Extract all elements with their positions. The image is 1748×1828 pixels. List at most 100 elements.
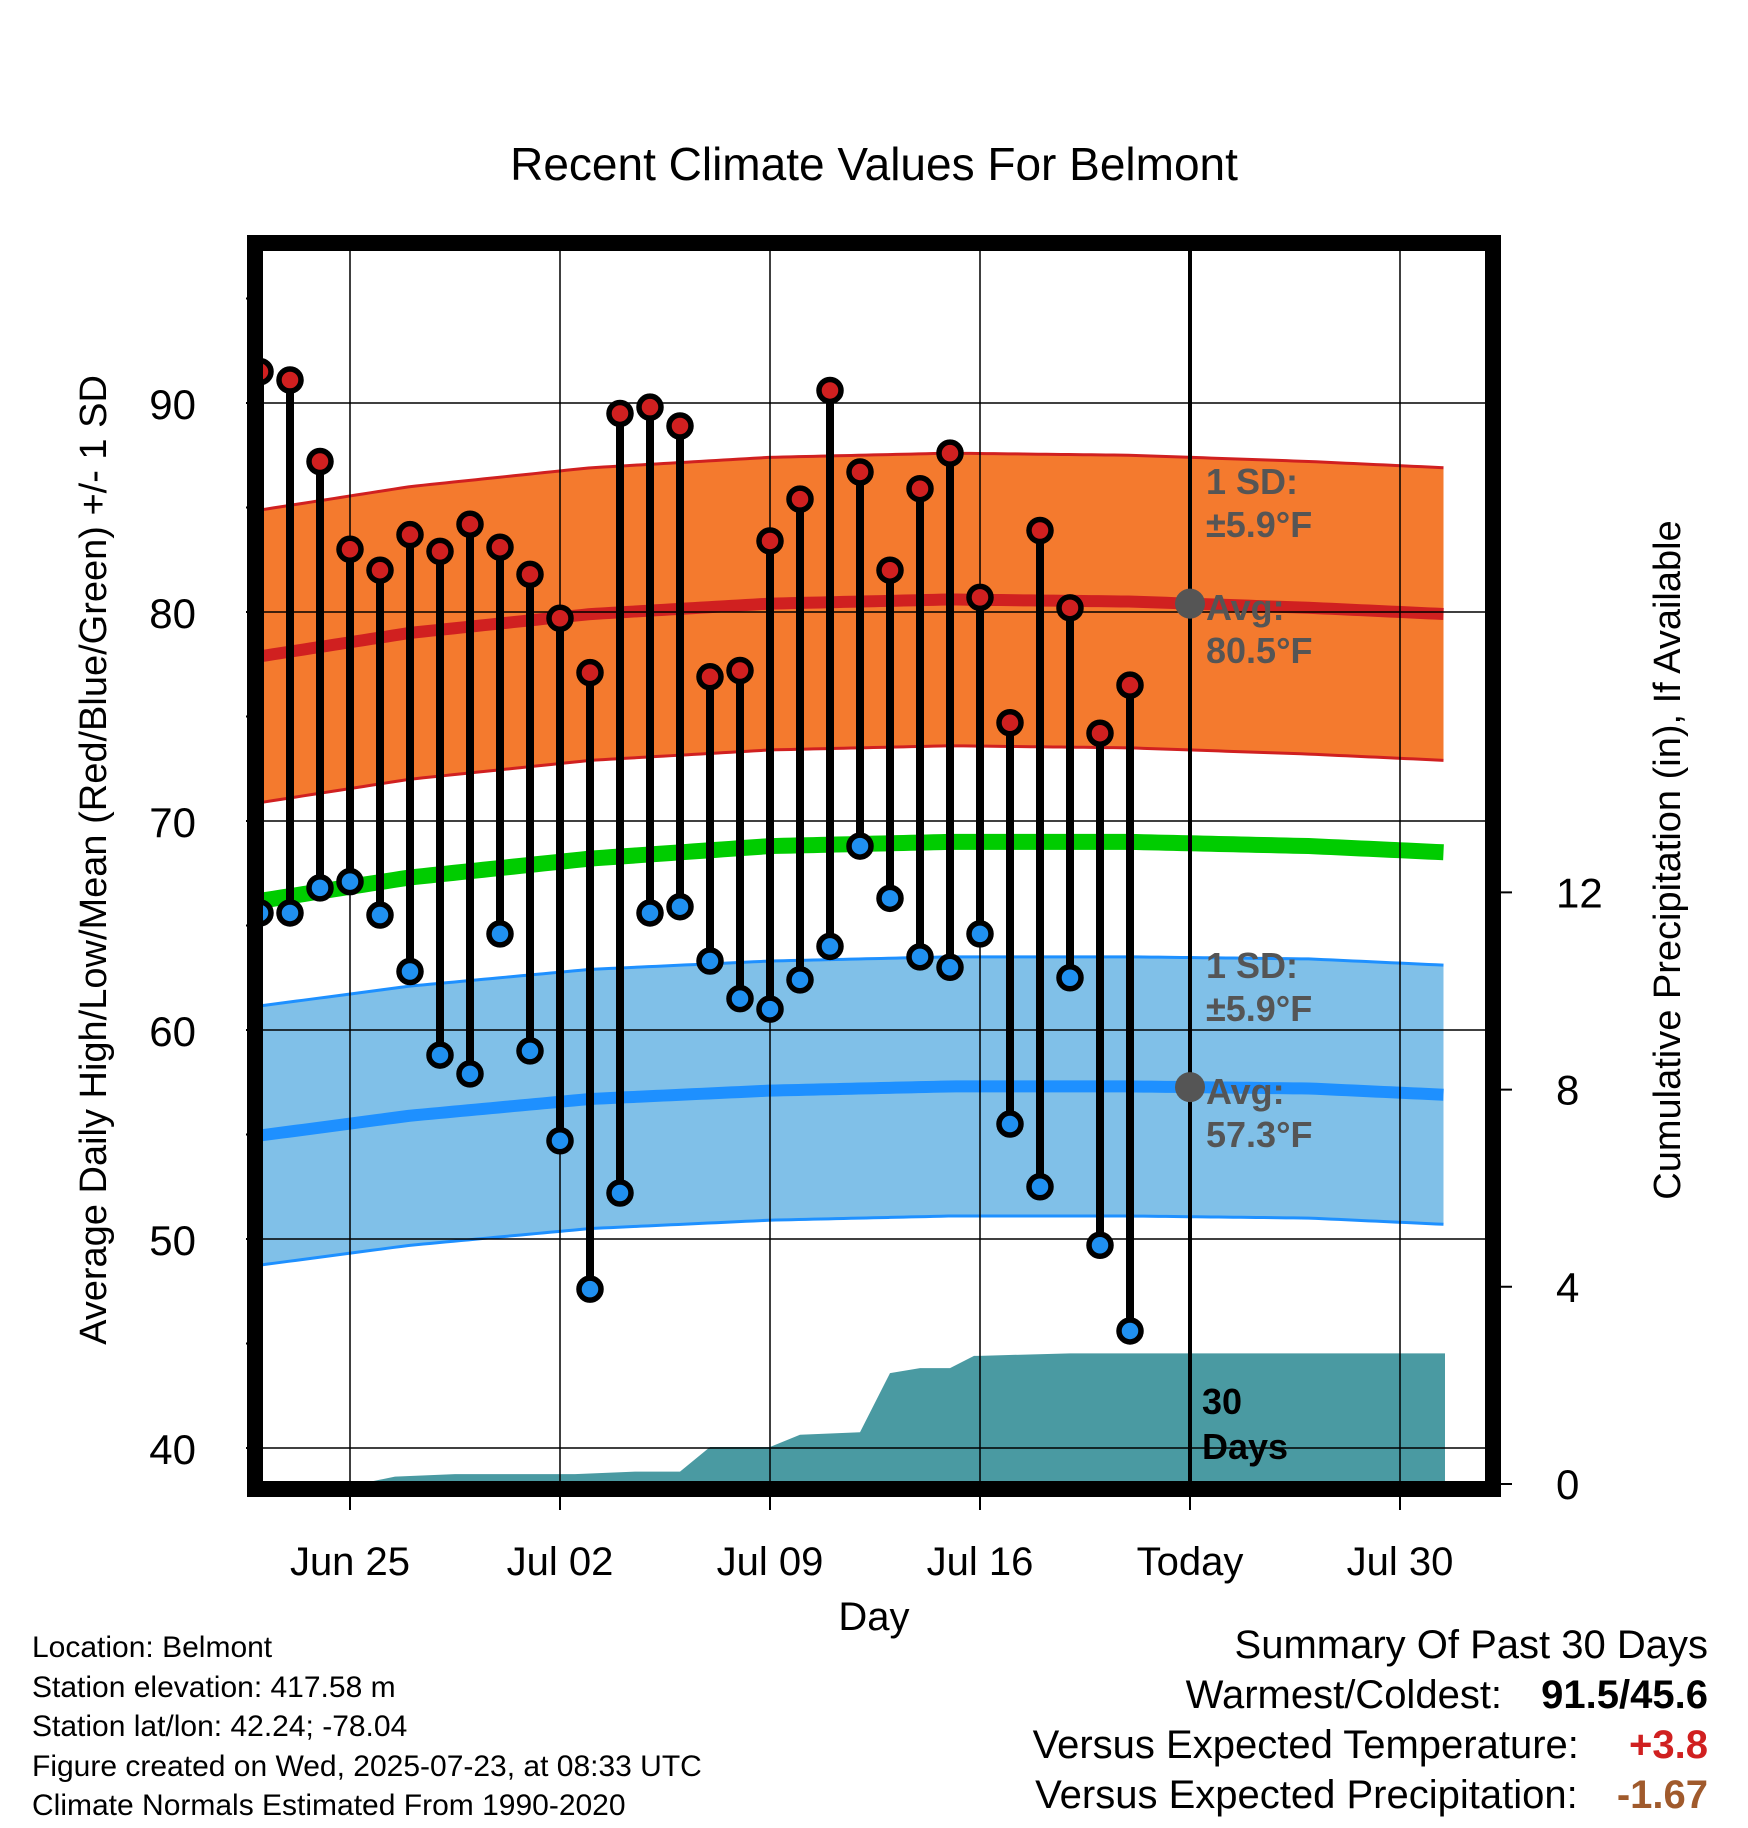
y-left-tick-label: 60 [149,1008,196,1055]
daily-low-point [1026,1173,1054,1201]
temp-anomaly-label: Versus Expected Temperature: [1032,1723,1579,1767]
location-text: Location: Belmont [32,1631,273,1664]
y-right-tick-label: 8 [1556,1067,1579,1114]
daily-high-point [1116,671,1144,699]
y-left-tick-label: 50 [149,1217,196,1264]
daily-high-point [666,412,694,440]
daily-low-point [456,1060,484,1088]
chart-title: Recent Climate Values For Belmont [510,138,1238,190]
daily-high-point [1056,594,1084,622]
summary-title: Summary Of Past 30 Days [1234,1623,1708,1667]
y-left-tick-label: 70 [149,799,196,846]
precip-days-word: Days [1202,1426,1288,1467]
daily-high-point [786,485,814,513]
low-sd-label: 1 SD: [1206,945,1298,986]
daily-high-point [486,533,514,561]
high-sd-band-upper-edge [260,451,1444,512]
high-avg-label: Avg: [1206,587,1285,628]
daily-low-point [1086,1231,1114,1260]
daily-low-point [696,947,724,975]
summary-temp: Versus Expected Temperature: +3.8 [1033,1720,1708,1770]
today-normal-high-marker [1175,588,1205,619]
y-right-tick-label: 12 [1556,869,1603,916]
y-right-tick-label: 4 [1556,1264,1579,1311]
x-tick-label: Jul 02 [507,1540,614,1584]
precip-anomaly-value: -1.67 [1616,1773,1708,1817]
daily-low-point [426,1041,454,1069]
daily-high-point [816,376,844,405]
daily-low-point [276,899,304,927]
summary-panel: Summary Of Past 30 Days Warmest/Coldest:… [1033,1620,1708,1820]
precip-area [260,1353,1445,1484]
low-sd-band-fill [260,956,1444,1266]
daily-high-point [306,447,334,476]
daily-high-point [336,535,364,564]
daily-low-point [636,899,664,927]
daily-low-point [936,953,964,982]
daily-low-point [486,920,514,948]
daily-high-point [606,399,634,428]
x-tick-label: Jul 09 [717,1540,824,1584]
daily-low-point [906,943,934,971]
daily-high-point [546,604,574,633]
daily-high-point [756,527,784,555]
low-avg-label: Avg: [1206,1071,1285,1112]
normal-mean-line [260,833,1444,909]
plot-frame [247,235,1501,1497]
plot-inner [260,248,1488,1484]
low-avg-value: 57.3°F [1206,1114,1312,1155]
daily-low-point [516,1037,544,1065]
y-left-tick-label: 40 [149,1426,196,1473]
x-tick-label: Jul 16 [927,1540,1034,1584]
daily-high-point [996,709,1024,737]
low-sd-value: ±5.9°F [1206,988,1312,1029]
daily-high-point [396,520,424,549]
daily-high-point [276,366,304,394]
daily-high-point [1026,516,1054,545]
y-axis-right-label: Cumulative Precipitation (in), If Availa… [1647,520,1689,1199]
warm-cold-label: Warmest/Coldest: [1185,1673,1503,1717]
created-text: Figure created on Wed, 2025-07-23, at 08… [32,1749,702,1783]
low-sd-band-lower-edge [260,1214,1444,1267]
daily-low-point [666,892,694,921]
daily-low-point [966,920,994,948]
y-right-tick-label: 0 [1556,1461,1579,1508]
high-sd-label: 1 SD: [1206,461,1298,502]
x-axis-label: Day [838,1595,909,1639]
daily-high-point [696,663,724,691]
x-tick-label: Today [1137,1540,1244,1584]
daily-low-point [546,1127,574,1155]
precip-anomaly-label: Versus Expected Precipitation: [1035,1773,1578,1817]
high-avg-value: 80.5°F [1206,630,1312,671]
daily-high-point [636,393,664,421]
daily-low-point [726,984,754,1013]
daily-low-point [756,995,784,1023]
y-left-tick-label: 80 [149,590,196,637]
y-axis-left-label: Average Daily High/Low/Mean (Red/Blue/Gr… [73,375,115,1345]
daily-high-point [726,656,754,685]
normals-text: Climate Normals Estimated From 1990-2020 [32,1789,626,1822]
daily-low-point [816,932,844,961]
daily-high-point [426,537,454,566]
daily-low-point [876,884,904,913]
elevation-text: Station elevation: 417.58 m [32,1670,396,1704]
daily-low-point [336,867,364,896]
daily-low-point [576,1275,604,1303]
temp-anomaly-value: +3.8 [1629,1723,1708,1767]
x-tick-label: Jun 25 [290,1540,410,1584]
high-sd-band-fill [260,453,1444,803]
normal-low-line [260,1080,1444,1142]
y-left-tick-label: 90 [149,381,196,428]
daily-high-point [456,510,484,538]
daily-high-point [366,556,394,584]
daily-high-point [846,458,874,486]
daily-high-point [966,583,994,612]
daily-low-point [306,874,334,902]
latlon-text: Station lat/lon: 42.24; -78.04 [32,1710,408,1743]
daily-low-point [996,1110,1024,1138]
precip-days-number: 30 [1202,1381,1242,1422]
daily-high-point [1086,719,1114,747]
summary-precip: Versus Expected Precipitation: -1.67 [1033,1770,1708,1820]
